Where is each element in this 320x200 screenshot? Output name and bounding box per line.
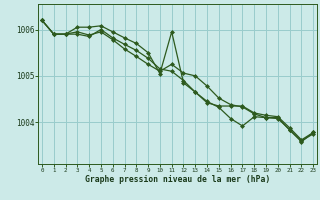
X-axis label: Graphe pression niveau de la mer (hPa): Graphe pression niveau de la mer (hPa) bbox=[85, 175, 270, 184]
